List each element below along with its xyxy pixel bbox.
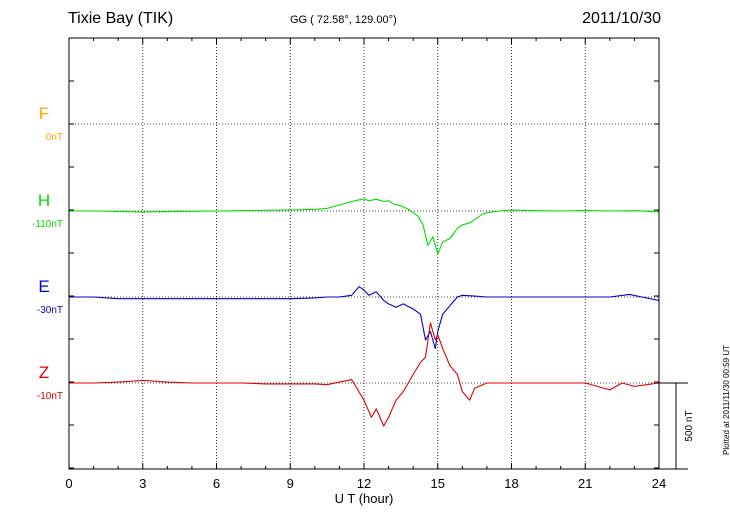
- trace-e: [69, 286, 660, 350]
- baseline-value-e: -30nT: [37, 305, 63, 316]
- baseline-value-h: -110nT: [32, 219, 63, 230]
- trace-h: [69, 198, 660, 255]
- x-tick-label: 12: [357, 476, 371, 491]
- component-name-z: Z: [39, 363, 49, 382]
- grid-lines: [69, 38, 659, 469]
- x-tick-label: 18: [504, 476, 518, 491]
- x-tick-label: 0: [65, 476, 72, 491]
- component-name-e: E: [38, 277, 49, 296]
- x-tick-label: 3: [139, 476, 146, 491]
- plot-frame: [68, 37, 660, 470]
- x-tick-label: 24: [652, 476, 666, 491]
- station-title: Tixie Bay (TIK): [68, 10, 174, 27]
- plot-date: 2011/10/30: [582, 10, 661, 27]
- geographic-coordinates: GG ( 72.58°, 129.00°): [290, 14, 397, 26]
- axes: 0 3 6 9 12 15 18 21 24 U T (hour) 500 nT: [65, 38, 695, 506]
- component-labels: F 0nT H -110nT E -30nT Z -10nT: [32, 104, 63, 402]
- scale-bar-label: 500 nT: [684, 410, 695, 441]
- plotted-timestamp: Plotted at 2011/11/30 00:59 UT: [722, 344, 730, 455]
- x-axis-title: U T (hour): [335, 491, 394, 506]
- baseline-value-f: 0nT: [46, 132, 63, 143]
- component-name-f: F: [39, 104, 49, 123]
- x-tick-label: 21: [578, 476, 592, 491]
- x-tick-label: 6: [213, 476, 220, 491]
- component-name-h: H: [38, 191, 50, 210]
- data-traces: [69, 198, 660, 427]
- x-tick-label: 9: [287, 476, 294, 491]
- baseline-value-z: -10nT: [37, 391, 63, 402]
- trace-z: [69, 322, 660, 427]
- x-tick-label: 15: [431, 476, 445, 491]
